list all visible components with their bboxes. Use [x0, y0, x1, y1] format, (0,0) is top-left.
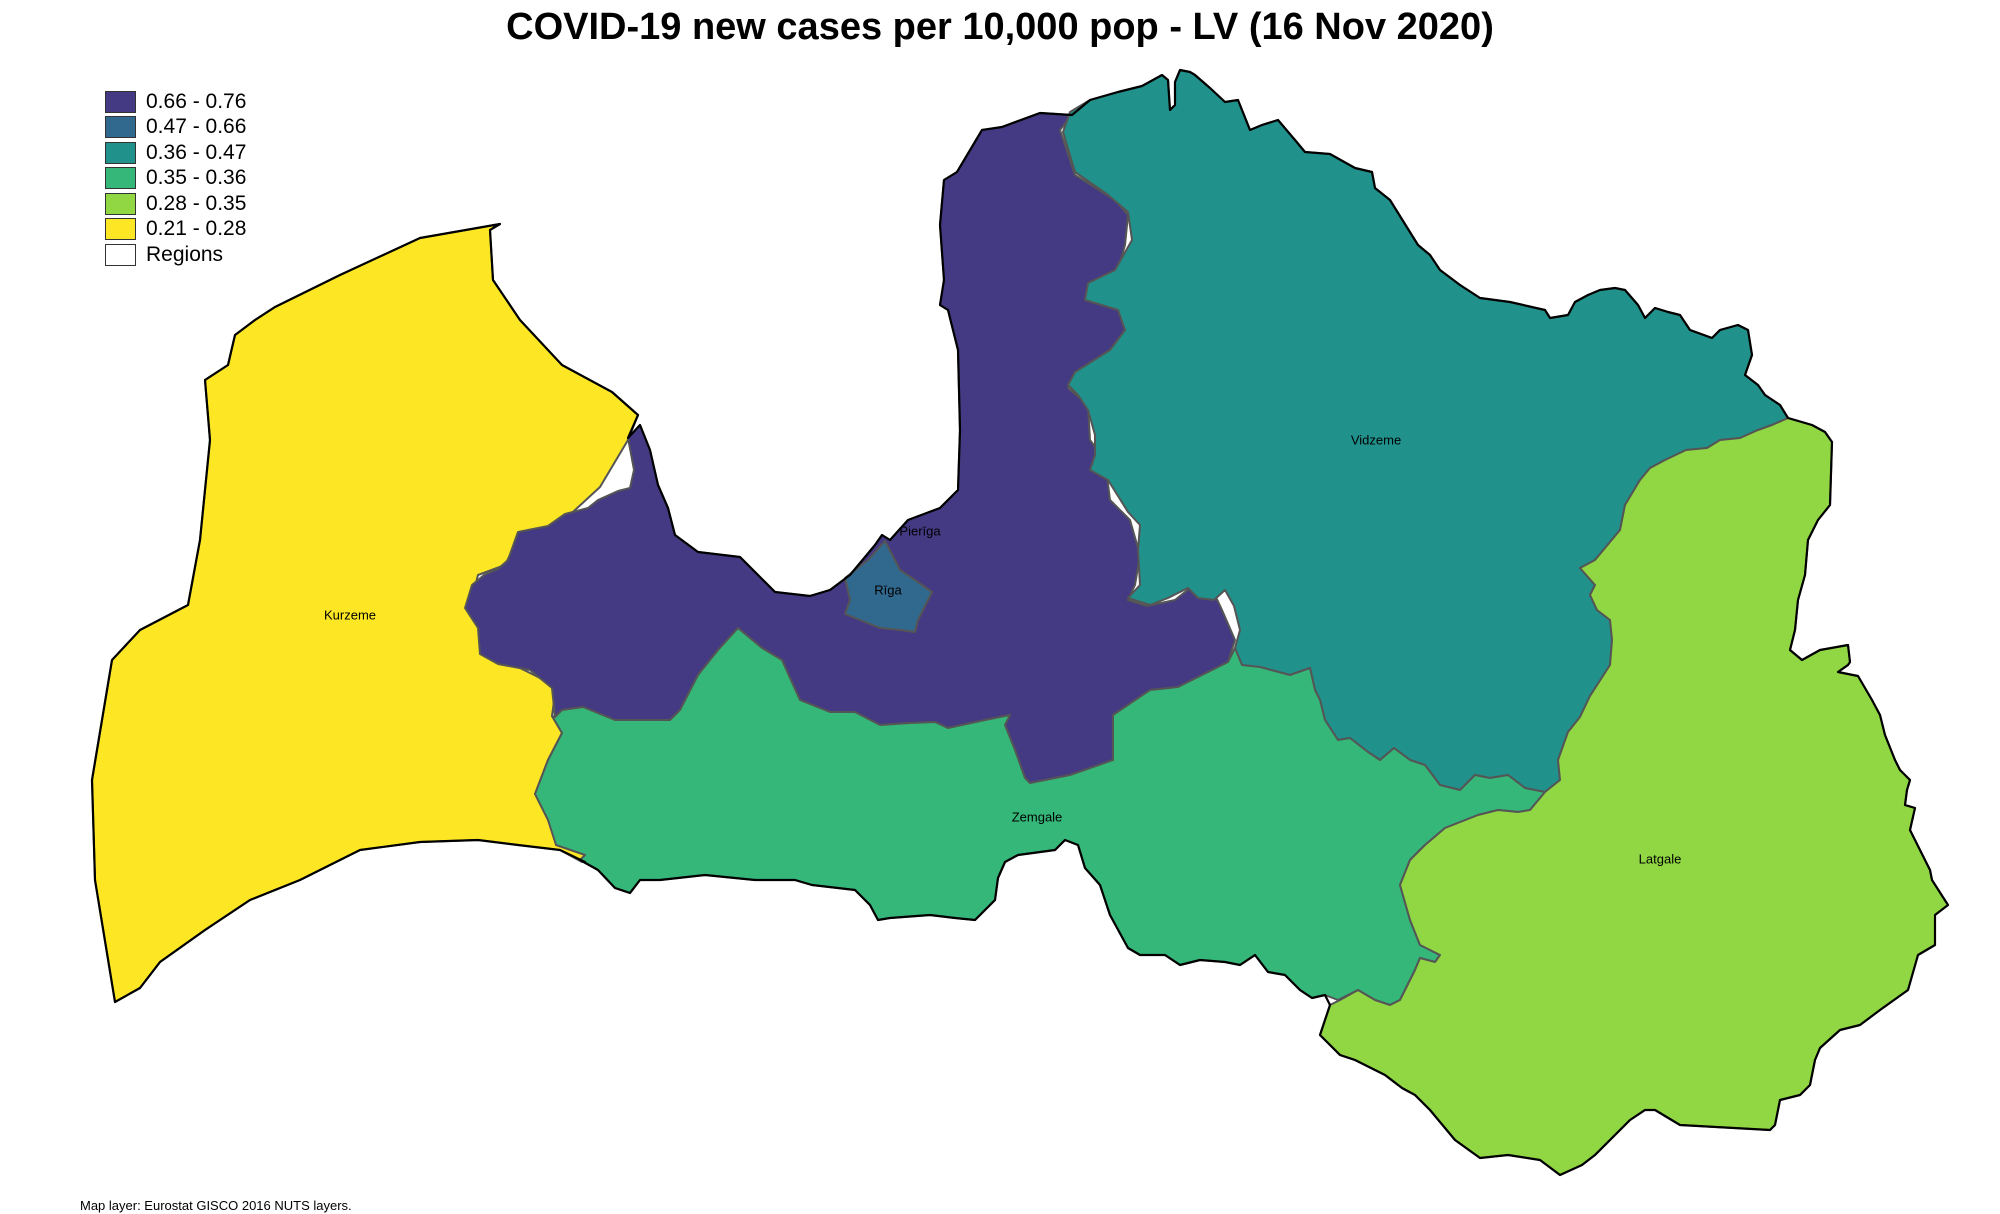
legend-item: 0.21 - 0.28: [105, 217, 246, 243]
legend-label: 0.35 - 0.36: [146, 166, 247, 190]
region-label-kurzeme: Kurzeme: [323, 607, 377, 623]
legend-label: 0.21 - 0.28: [146, 217, 247, 241]
legend-swatch: [105, 243, 136, 266]
region-label-latgale: Latgale: [1638, 851, 1682, 867]
legend-swatch: [105, 192, 136, 215]
legend-item: 0.47 - 0.66: [105, 115, 246, 141]
source-caption: Map layer: Eurostat GISCO 2016 NUTS laye…: [80, 1198, 352, 1213]
legend-swatch: [105, 167, 136, 190]
legend-item: 0.28 - 0.35: [105, 191, 246, 217]
legend-label: 0.36 - 0.47: [146, 140, 247, 164]
country-outline: [90, 68, 1950, 1177]
map-legend: 0.66 - 0.76 0.47 - 0.66 0.36 - 0.47 0.35…: [105, 89, 246, 268]
legend-swatch: [105, 218, 136, 241]
legend-swatch: [105, 141, 136, 164]
map-title: COVID-19 new cases per 10,000 pop - LV (…: [506, 6, 1494, 48]
legend-label: 0.47 - 0.66: [146, 115, 247, 139]
legend-label: 0.66 - 0.76: [146, 89, 247, 113]
legend-item: Regions: [105, 242, 246, 268]
region-label-vidzeme: Vidzeme: [1350, 432, 1402, 448]
region-label-zemgale: Zemgale: [1011, 809, 1063, 825]
legend-swatch: [105, 116, 136, 139]
region-label-riga: Rīga: [874, 582, 902, 598]
legend-item: 0.35 - 0.36: [105, 166, 246, 192]
region-label-pieriga: Pierīga: [899, 523, 941, 539]
region-riga[interactable]: [844, 540, 933, 633]
legend-label: Regions: [146, 242, 224, 266]
legend-item: 0.66 - 0.76: [105, 89, 246, 115]
legend-swatch: [105, 90, 136, 113]
legend-item: 0.36 - 0.47: [105, 140, 246, 166]
legend-label: 0.28 - 0.35: [146, 191, 247, 215]
